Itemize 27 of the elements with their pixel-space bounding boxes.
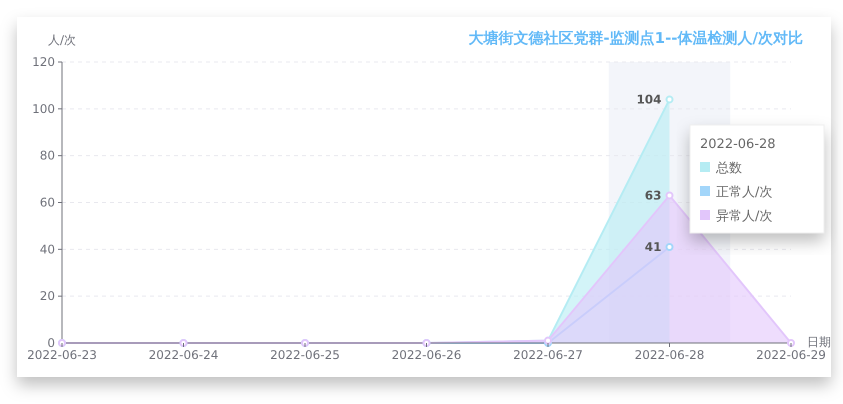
legend-label: 异常人/次: [716, 209, 772, 224]
y-tick-label: 120: [32, 55, 55, 69]
x-tick-label: 2022-06-26: [392, 348, 462, 362]
y-tick-label: 0: [47, 336, 55, 350]
point: [666, 242, 674, 251]
data-label: 41: [644, 240, 662, 254]
y-tick-label: 100: [32, 102, 55, 116]
x-tick-label: 2022-06-28: [634, 348, 704, 362]
y-tick-label: 40: [40, 242, 55, 256]
data-label: 63: [644, 188, 662, 202]
data-label: 104: [636, 92, 662, 106]
x-tick-label: 2022-06-25: [270, 348, 340, 362]
point: [666, 95, 674, 104]
legend-label: 总数: [715, 161, 742, 176]
x-tick-label: 2022-06-27: [513, 348, 583, 362]
chart-title: 大塘街文德社区党群-监测点1--体温检测人/次对比: [468, 29, 803, 47]
x-tick-label: 2022-06-29: [756, 348, 826, 362]
x-tick-label: 2022-06-23: [27, 348, 97, 362]
point: [666, 191, 674, 200]
y-axis-title: 人/次: [48, 33, 76, 47]
legend-title: 2022-06-28: [700, 137, 776, 152]
x-tick-label: 2022-06-24: [148, 348, 218, 362]
x-axis-title: 日期: [807, 335, 831, 349]
y-tick-label: 80: [40, 148, 55, 163]
legend-label: 正常人/次: [716, 185, 772, 200]
y-tick-label: 20: [40, 289, 55, 304]
y-tick-label: 60: [40, 196, 55, 210]
